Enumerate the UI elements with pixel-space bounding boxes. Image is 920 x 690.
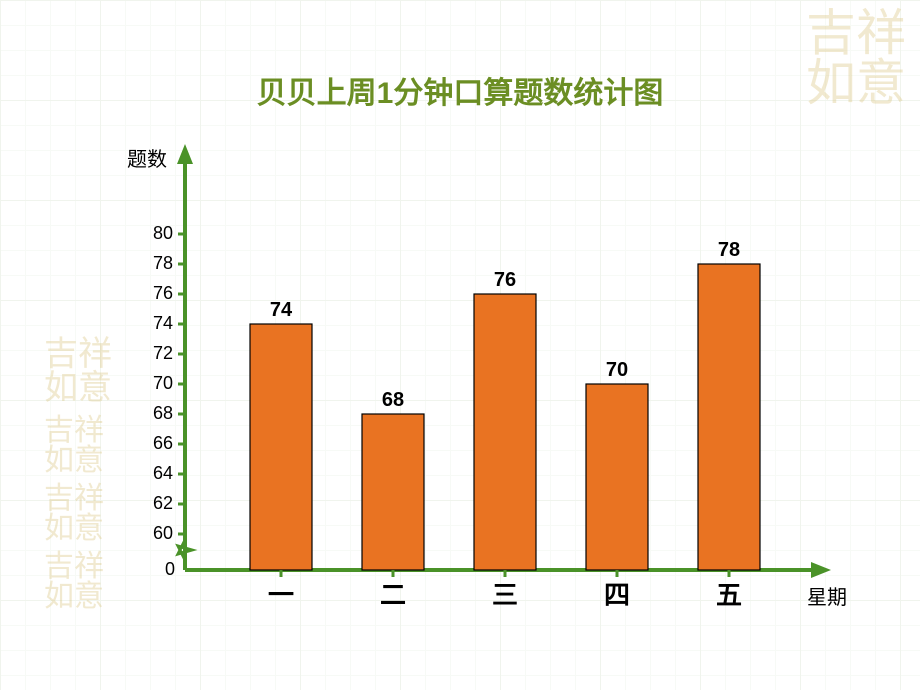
x-category-label: 五 [716,580,742,610]
y-tick-label: 72 [153,343,173,363]
bar [362,414,424,570]
x-category-label: 四 [604,580,630,610]
y-axis-title: 题数 [127,148,167,171]
x-category-label: 三 [492,580,518,610]
x-category-label: 一 [268,580,294,610]
y-tick-label: 60 [153,523,173,543]
x-category-label: 二 [380,580,406,610]
y-tick-label: 66 [153,433,173,453]
y-tick-label: 68 [153,403,173,423]
x-axis-title: 星期 [807,587,847,609]
bar [586,384,648,570]
bar-value-label: 76 [494,269,516,291]
y-tick-label: 76 [153,283,173,303]
bar-value-label: 74 [270,299,293,321]
bar [250,324,312,570]
y-tick-label: 70 [153,373,173,393]
bar-value-label: 70 [606,359,628,381]
x-axis-arrow [811,562,831,578]
bar-chart: 0 60 62 64 66 68 70 72 74 76 78 80 题数星期 74 一 68 二 76 三 70 四 7… [115,140,855,620]
y-tick-label: 78 [153,253,173,273]
bar [698,264,760,570]
bar [474,294,536,570]
y-tick-label: 64 [153,463,173,483]
y-axis-arrow [177,144,193,164]
y-tick-label: 74 [153,313,173,333]
bar-value-label: 68 [382,389,404,411]
y-tick-label: 80 [153,223,173,243]
y-tick-label: 62 [153,493,173,513]
bar-chart-svg: 0 60 62 64 66 68 70 72 74 76 78 80 题数星期 74 一 68 二 76 三 70 四 7… [115,140,855,620]
bar-value-label: 78 [718,239,740,261]
chart-title: 贝贝上周1分钟口算题数统计图 [0,68,920,112]
y-tick-0: 0 [165,559,175,579]
